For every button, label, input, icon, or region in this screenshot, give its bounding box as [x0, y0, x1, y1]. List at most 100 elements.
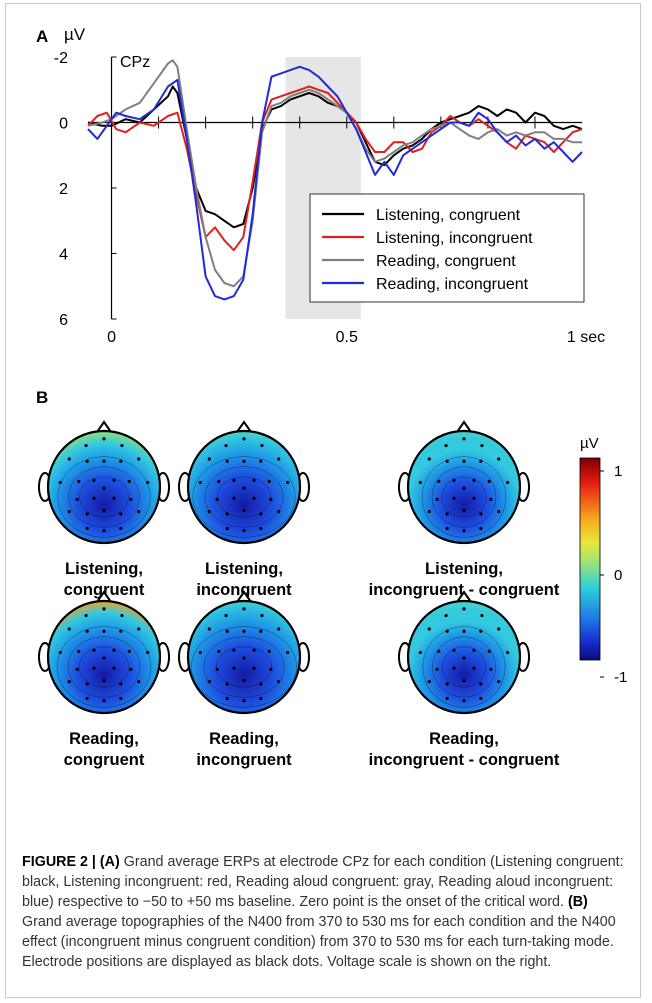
- head-nose: [456, 590, 472, 603]
- electrode-dot: [225, 459, 229, 463]
- electrode-dot: [252, 478, 256, 482]
- electrode-dot: [479, 512, 483, 516]
- topomap-label-line2: incongruent: [196, 581, 292, 599]
- figure-caption: FIGURE 2 | (A) Grand average ERPs at ele…: [22, 852, 628, 972]
- x-tick-label: 0.5: [336, 329, 358, 346]
- colorbar-tick-label: 1: [614, 463, 622, 480]
- contour-line: [57, 456, 151, 538]
- y-tick-label: 6: [59, 312, 68, 329]
- electrode-dot: [427, 510, 431, 514]
- legend-entry: Listening, congruent: [376, 207, 521, 224]
- electrode-dot: [427, 680, 431, 684]
- electrode-dot: [85, 512, 89, 516]
- electrode-dot: [232, 478, 236, 482]
- head-nose: [96, 590, 112, 603]
- head-nose: [236, 590, 252, 603]
- electrode-dot: [84, 443, 88, 448]
- electrode-dot: [92, 478, 96, 482]
- electrode-dot: [67, 680, 71, 684]
- legend-entry: Listening, incongruent: [376, 230, 533, 247]
- electrode-dot: [232, 666, 236, 670]
- electrode-dot: [462, 678, 466, 683]
- voltage-colorbar: µV 1 0 -1: [579, 435, 627, 686]
- electrode-dot: [102, 437, 106, 441]
- electrode-dot: [445, 682, 449, 686]
- contour-line: [422, 626, 506, 708]
- y-tick-label: 4: [59, 247, 68, 264]
- y-tick-label: 0: [59, 116, 68, 133]
- electrode-dot: [146, 650, 150, 655]
- electrode-dot: [92, 496, 96, 500]
- electrode-dot: [224, 613, 228, 618]
- electrode-dot: [119, 459, 123, 463]
- electrode-dot: [260, 613, 264, 618]
- electrode-dot: [58, 480, 62, 485]
- contour-line: [68, 466, 140, 528]
- electrode-dot: [242, 656, 246, 660]
- electrode-dot: [198, 650, 202, 655]
- electrode-dot: [207, 627, 211, 631]
- electrode-dot: [437, 649, 441, 654]
- electrode-dot: [232, 496, 236, 500]
- electrode-dot: [479, 526, 483, 531]
- electrode-dot: [137, 680, 141, 684]
- electrode-dot: [102, 678, 106, 683]
- electrode-dot: [462, 629, 466, 633]
- topomap-label-line1: Reading,: [209, 730, 279, 748]
- electrode-dot: [497, 457, 501, 461]
- electrode-dot: [462, 459, 466, 463]
- topomap: Listening, incongruent: [178, 420, 310, 599]
- electrode-dot: [260, 443, 264, 448]
- electrode-dot: [444, 443, 448, 448]
- electrode-dot: [452, 648, 456, 652]
- electrode-dot: [85, 629, 89, 633]
- electrode-dot: [119, 629, 123, 633]
- legend-entry: Reading, congruent: [376, 253, 516, 270]
- electrode-dot: [252, 648, 256, 652]
- series-line-4: [87, 65, 583, 301]
- electrode-dot: [286, 650, 290, 655]
- electrode-dot: [462, 437, 466, 441]
- electrode-dot: [102, 656, 106, 660]
- electrode-dot: [462, 508, 466, 513]
- caption-a-text: Grand average ERPs at electrode CPz for …: [22, 854, 624, 910]
- head-nose: [456, 420, 472, 433]
- electrode-dot: [427, 627, 431, 631]
- electrode-dot: [252, 666, 256, 670]
- electrode-dot: [92, 666, 96, 670]
- electrode-dot: [445, 526, 449, 531]
- electrode-dot: [102, 529, 106, 533]
- electrode-dot: [462, 699, 466, 703]
- electrode-dot: [497, 510, 501, 514]
- electrode-dot: [242, 437, 246, 441]
- electrode-dot: [242, 678, 246, 683]
- electrode-dot: [85, 696, 89, 701]
- electrode-dot: [267, 479, 271, 483]
- contour-line: [441, 646, 487, 688]
- contour-line: [79, 476, 129, 518]
- electrode-dot: [506, 650, 510, 655]
- electrode-dot: [120, 613, 124, 618]
- electrode-dot: [259, 512, 263, 516]
- contour-line: [191, 626, 297, 708]
- electrode-dot: [119, 526, 123, 531]
- electrode-dot: [259, 696, 263, 701]
- electrode-dot: [497, 627, 501, 631]
- electrode-dot: [286, 480, 290, 485]
- electrode-dot: [487, 479, 491, 483]
- topomap: Reading, incongruent: [178, 590, 310, 769]
- panel-a-label: A: [36, 27, 48, 46]
- contour-line: [56, 626, 152, 708]
- electrode-dot: [102, 486, 106, 490]
- electrode-dot: [224, 443, 228, 448]
- topomap-label-line2: incongruent - congruent: [369, 751, 560, 769]
- topomap: Listening, congruent: [38, 420, 170, 599]
- electrode-dot: [112, 666, 116, 670]
- electrode-dot: [452, 496, 456, 500]
- contour-line: [204, 466, 284, 528]
- electrode-dot: [242, 699, 246, 703]
- contour-line: [215, 646, 273, 688]
- electrode-dot: [435, 667, 439, 671]
- electrode-dot: [462, 607, 466, 611]
- electrode-dot: [462, 529, 466, 533]
